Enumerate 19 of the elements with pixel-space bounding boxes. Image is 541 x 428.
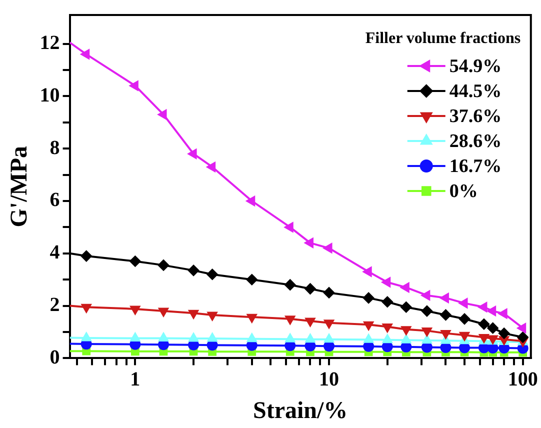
- legend-title: Filler volume fractions: [365, 30, 521, 48]
- legend-label: 16.7%: [449, 156, 502, 177]
- y-tick-label: 8: [50, 136, 60, 159]
- legend-label: 54.9%: [449, 56, 502, 77]
- legend-label: 44.5%: [449, 80, 502, 102]
- legend-label: 0%: [449, 180, 478, 202]
- y-tick-label: 2: [50, 294, 60, 316]
- legend-label: 37.6%: [449, 106, 502, 127]
- y-tick-label: 6: [50, 189, 60, 212]
- x-axis-title: Strain/%: [253, 398, 348, 424]
- x-tick-label: 100: [508, 368, 538, 390]
- legend-label: 28.6%: [449, 130, 502, 152]
- y-tick-label: 10: [40, 84, 60, 106]
- x-tick-label: 10: [319, 368, 340, 390]
- y-tick-label: 12: [40, 32, 60, 54]
- y-axis-title: G'/MPa: [6, 146, 33, 228]
- y-tick-label: 0: [50, 346, 60, 368]
- x-tick-label: 1: [130, 368, 140, 390]
- y-tick-label: 4: [50, 242, 60, 264]
